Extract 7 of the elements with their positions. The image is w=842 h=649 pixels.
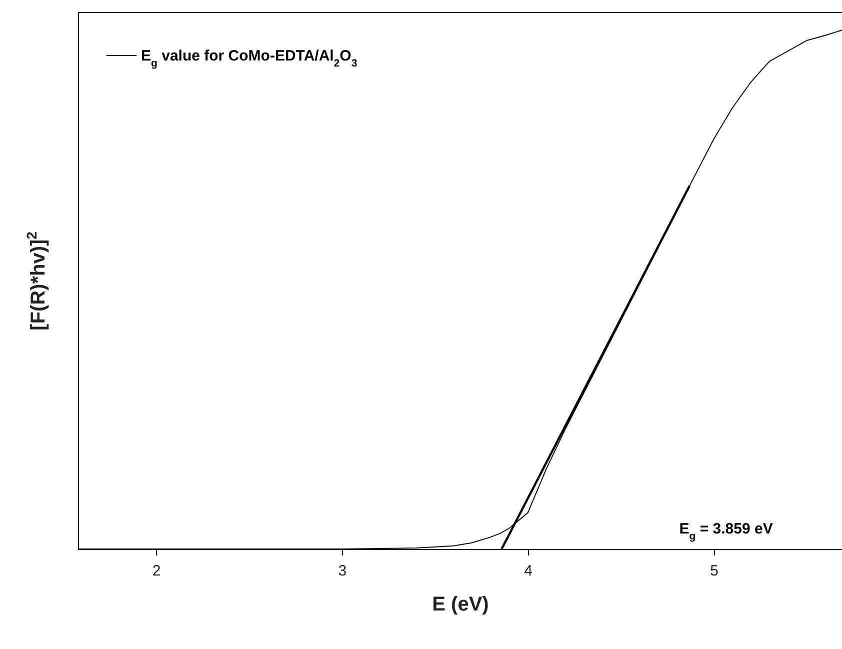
x-tick-label: 3 (338, 562, 347, 580)
x-tick-label: 4 (524, 562, 533, 580)
legend-label: E$_{g}$ value for CoMo-EDTA/Al$_{2}$O$_{3}$ (141, 48, 358, 70)
x-axis-title: E (eV) (432, 594, 489, 616)
x-tick-label: 2 (152, 562, 161, 580)
x-tick-label: 5 (710, 562, 718, 580)
annotation: E$_{g}$ = 3.859 eV (679, 520, 773, 543)
